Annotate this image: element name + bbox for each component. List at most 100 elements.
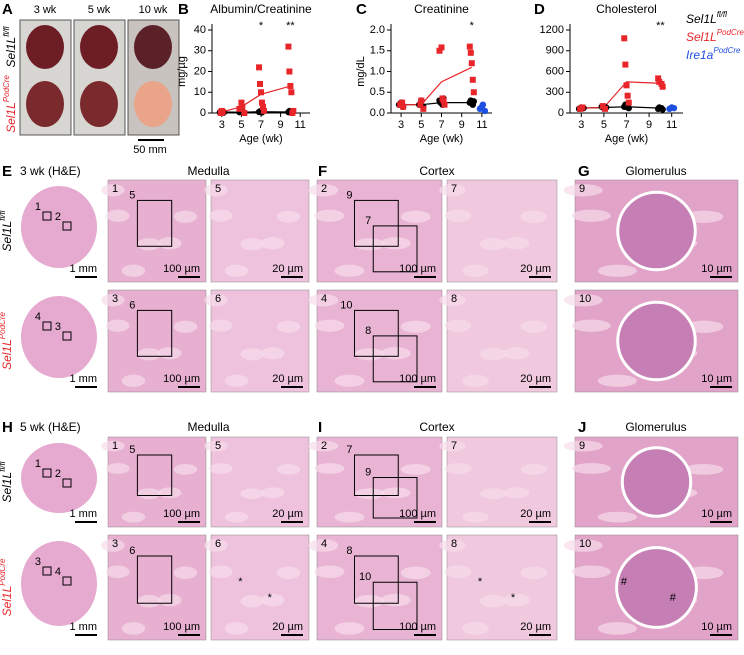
scale-label: 100 µm <box>399 373 436 385</box>
data-point <box>469 60 475 66</box>
x-tick-label: 3 <box>398 119 404 131</box>
panel-letter: F <box>318 163 327 180</box>
scale-label: 10 µm <box>701 508 732 520</box>
tissue-texture <box>445 463 471 474</box>
scale-label: 100 µm <box>399 621 436 633</box>
tissue-texture <box>315 463 345 474</box>
kidney-photo <box>26 81 64 127</box>
x-axis-label: Age (wk) <box>239 133 282 145</box>
scale-label: 100 µm <box>399 263 436 275</box>
scale-label: 100 µm <box>163 263 200 275</box>
x-tick-label: 11 <box>476 119 487 131</box>
genotype-sup: PodCre <box>2 75 11 103</box>
mean-line <box>222 86 291 112</box>
y-tick-label: 20 <box>194 65 206 77</box>
tile-number: 4 <box>321 293 327 305</box>
inset-label: 4 <box>55 566 61 578</box>
scale-label: 20 µm <box>520 508 551 520</box>
y-tick-label: 2.0 <box>370 24 385 36</box>
x-tick-label: 11 <box>666 119 677 131</box>
scale-label: 100 µm <box>163 508 200 520</box>
x-axis-label: Age (wk) <box>605 133 648 145</box>
tissue-texture <box>401 211 431 223</box>
genotype-label: Sel1Lfl/fl <box>2 26 18 67</box>
scale-label: 20 µm <box>272 508 303 520</box>
y-tick-label: 10 <box>194 86 206 98</box>
tissue-texture <box>174 211 198 223</box>
photo-column-label: 5 wk <box>88 4 111 16</box>
tissue-texture <box>122 265 146 277</box>
genotype-label: Ire1aPodCre <box>686 46 741 62</box>
tissue-texture <box>261 237 285 249</box>
tissue-texture <box>462 512 488 523</box>
genotype-name: Sel1L <box>4 37 18 68</box>
tissue-texture <box>209 565 233 578</box>
x-tick-label: 9 <box>278 119 284 131</box>
tissue-texture <box>225 622 249 635</box>
inset-label: 6 <box>129 299 135 311</box>
inset-label: 2 <box>55 211 61 223</box>
tissue-texture <box>174 464 198 475</box>
tile-number: 2 <box>321 440 327 452</box>
genotype-label: Sel1Lfl/fl <box>686 10 727 26</box>
scale-label: 1 mm <box>70 621 98 633</box>
data-point <box>257 81 263 87</box>
tissue-texture <box>572 565 611 578</box>
scale-label: 1 mm <box>70 373 98 385</box>
scale-label: 1 mm <box>70 508 98 520</box>
scale-label: 20 µm <box>272 373 303 385</box>
tissue-texture <box>158 237 182 249</box>
tile-number: 8 <box>451 538 457 550</box>
inset-label: 10 <box>359 571 371 583</box>
inset-label: 2 <box>55 468 61 480</box>
tissue-texture <box>521 567 547 580</box>
x-tick-label: 5 <box>601 119 607 131</box>
tissue-texture <box>174 567 198 580</box>
y-tick-label: 30 <box>194 45 206 57</box>
tile-number: 10 <box>579 293 591 305</box>
data-point <box>288 89 294 95</box>
inset-label: 4 <box>35 311 41 323</box>
data-point <box>621 35 627 41</box>
y-tick-label: 0.5 <box>370 86 385 98</box>
tissue-texture <box>572 210 611 222</box>
genotype-name: Sel1L <box>686 30 717 44</box>
scale-label: 100 µm <box>163 373 200 385</box>
tissue-texture <box>355 348 385 360</box>
tissue-texture <box>598 375 637 387</box>
tissue-texture <box>381 347 411 359</box>
column-header: Glomerulus <box>625 164 686 178</box>
column-header: Medulla <box>187 420 229 434</box>
tile-number: 1 <box>112 440 118 452</box>
panel-letter: A <box>2 1 13 18</box>
genotype-label: Sel1LPodCre <box>0 312 14 370</box>
genotype-sup: fl/fl <box>0 210 7 220</box>
genotype-label: Sel1LPodCre <box>0 558 14 616</box>
tile-number: 6 <box>215 293 221 305</box>
scale-label: 20 µm <box>520 263 551 275</box>
genotype-sup: PodCre <box>0 558 7 586</box>
tile-number: 9 <box>579 183 585 195</box>
tissue-texture <box>445 565 471 578</box>
data-point <box>480 102 486 108</box>
data-point <box>659 106 665 112</box>
data-point <box>660 84 666 90</box>
tissue-texture <box>381 487 411 498</box>
scale-label: 100 µm <box>163 621 200 633</box>
data-point <box>470 77 476 83</box>
data-point <box>626 105 632 111</box>
mean-line <box>401 67 472 104</box>
tissue-texture <box>480 348 506 360</box>
chart-title: Albumin/Creatinine <box>210 2 312 16</box>
scale-label: 10 µm <box>701 373 732 385</box>
data-point <box>418 98 424 104</box>
glomerulus <box>618 192 696 270</box>
x-tick-label: 11 <box>294 119 305 131</box>
genotype-sup: PodCre <box>717 28 744 37</box>
tissue-texture <box>503 594 529 607</box>
inset-label: 1 <box>35 201 41 213</box>
data-point <box>622 62 628 68</box>
data-point <box>624 82 630 88</box>
tissue-texture <box>137 238 161 250</box>
